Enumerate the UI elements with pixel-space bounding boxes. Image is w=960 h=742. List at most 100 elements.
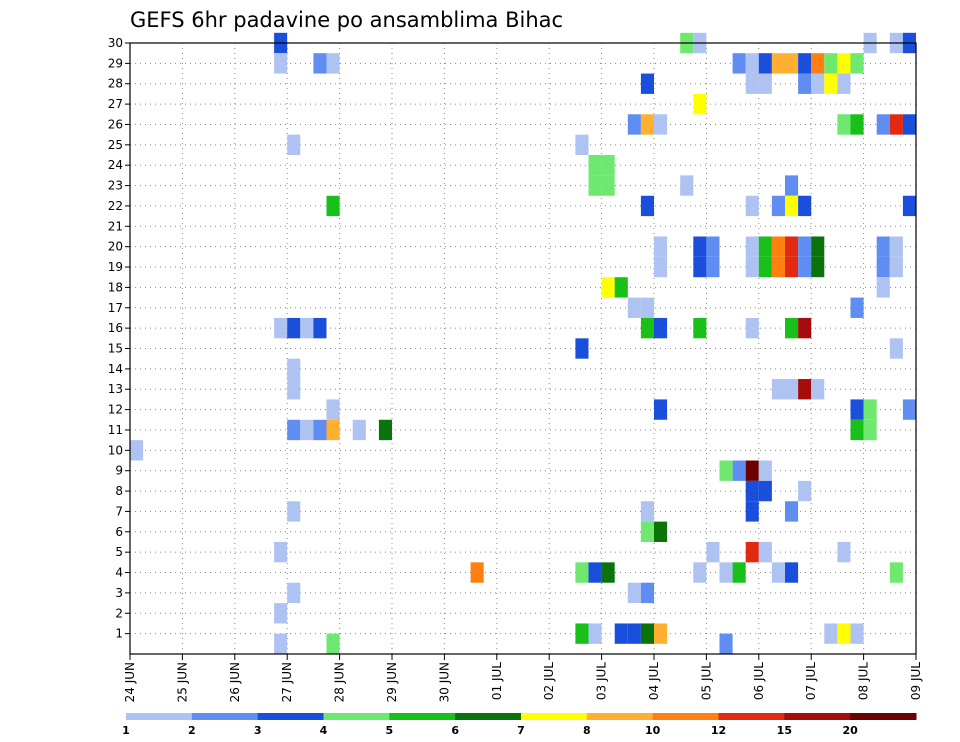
heatmap-cell bbox=[811, 73, 825, 94]
heatmap-cell bbox=[798, 379, 812, 400]
heatmap-cell bbox=[640, 582, 654, 604]
heatmap-cell bbox=[326, 399, 340, 420]
heatmap-cell bbox=[850, 399, 864, 420]
x-tick-label: 07 JUL bbox=[804, 662, 818, 700]
heatmap-cell bbox=[902, 195, 916, 217]
heatmap-cell bbox=[811, 379, 825, 400]
heatmap-cell bbox=[300, 317, 314, 339]
heatmap-cell bbox=[287, 134, 301, 156]
legend-swatch bbox=[850, 713, 917, 720]
heatmap-cell bbox=[837, 541, 851, 563]
y-tick-label: 1 bbox=[115, 627, 123, 641]
heatmap-cell bbox=[798, 195, 812, 217]
heatmap-cell bbox=[785, 236, 799, 257]
legend-swatch bbox=[323, 713, 390, 720]
heatmap-cell bbox=[785, 175, 799, 196]
y-tick-label: 20 bbox=[108, 240, 123, 254]
heatmap-cell bbox=[745, 541, 759, 563]
heatmap-cell bbox=[614, 277, 628, 298]
heatmap-cell bbox=[732, 53, 746, 74]
heatmap-cell bbox=[745, 256, 759, 278]
y-tick-label: 25 bbox=[108, 138, 123, 152]
heatmap-cell bbox=[693, 562, 707, 583]
x-tick-label: 06 JUL bbox=[752, 662, 766, 700]
heatmap-cell bbox=[719, 562, 733, 583]
x-tick-label: 26 JUN bbox=[228, 662, 242, 702]
y-tick-label: 18 bbox=[108, 280, 123, 294]
heatmap-cell bbox=[640, 114, 654, 135]
heatmap-cell bbox=[771, 53, 785, 74]
y-tick-label: 26 bbox=[108, 117, 123, 131]
y-tick-label: 2 bbox=[115, 606, 123, 620]
y-tick-label: 3 bbox=[115, 586, 123, 600]
heatmap-cell bbox=[837, 73, 851, 94]
y-axis-ticks: 1234567891011121314151617181920212223242… bbox=[108, 36, 130, 641]
heatmap-cell bbox=[785, 562, 799, 583]
heatmap-cell bbox=[758, 236, 772, 257]
heatmap-cell bbox=[654, 399, 668, 420]
heatmap-cell bbox=[889, 338, 903, 359]
heatmap-cell bbox=[785, 379, 799, 400]
heatmap-cell bbox=[863, 399, 877, 420]
legend-label: 6 bbox=[451, 724, 459, 737]
heatmap-cell bbox=[902, 399, 916, 420]
legend-swatch bbox=[257, 713, 324, 720]
heatmap-cell bbox=[313, 317, 327, 339]
x-tick-label: 30 JUN bbox=[437, 662, 451, 702]
heatmap-cell bbox=[732, 460, 746, 481]
heatmap-cell bbox=[745, 195, 759, 217]
legend-label: 10 bbox=[645, 724, 661, 737]
legend-swatch bbox=[191, 713, 259, 720]
heatmap-cell bbox=[824, 73, 838, 94]
heatmap-cell bbox=[654, 623, 668, 644]
heatmap-cell bbox=[640, 195, 654, 217]
heatmap-cell bbox=[693, 256, 707, 278]
heatmap-cell bbox=[785, 53, 799, 74]
heatmap-cell bbox=[824, 623, 838, 644]
legend-swatch bbox=[784, 713, 851, 720]
heatmap-cell bbox=[326, 53, 340, 74]
heatmap-cell bbox=[758, 460, 772, 481]
heatmap-cell bbox=[287, 419, 301, 441]
heatmap-cell bbox=[745, 501, 759, 522]
heatmap-cell bbox=[758, 256, 772, 278]
heatmap-cell bbox=[313, 419, 327, 441]
heatmap-cell bbox=[811, 236, 825, 257]
legend-swatch bbox=[455, 713, 522, 720]
legend-swatch bbox=[586, 713, 654, 720]
heatmap-cell bbox=[287, 501, 301, 522]
heatmap-cell bbox=[654, 521, 668, 542]
legend-label: 20 bbox=[843, 724, 859, 737]
y-tick-label: 28 bbox=[108, 77, 123, 91]
heatmap-cell bbox=[706, 541, 720, 563]
x-axis-ticks: 24 JUN 25 JUN 26 JUN 27 JUN 28 JUN 29 JUN 30 J… bbox=[123, 654, 923, 702]
x-tick-label: 05 JUL bbox=[699, 662, 713, 700]
heatmap-cell bbox=[313, 53, 327, 74]
y-tick-label: 27 bbox=[108, 97, 123, 111]
heatmap-cell bbox=[378, 419, 392, 441]
y-tick-label: 9 bbox=[115, 464, 123, 478]
heatmap-cell bbox=[627, 623, 641, 644]
heatmap-cell bbox=[274, 541, 288, 563]
heatmap-cell bbox=[352, 419, 366, 441]
heatmap-cell bbox=[575, 134, 589, 156]
heatmap-cell bbox=[850, 53, 864, 74]
x-tick-label: 29 JUN bbox=[385, 662, 399, 702]
heatmap-cell bbox=[758, 480, 772, 502]
heatmap-cell bbox=[876, 256, 890, 278]
heatmap-cell bbox=[654, 114, 668, 135]
heatmap-cell bbox=[876, 277, 890, 298]
y-tick-label: 23 bbox=[108, 179, 123, 193]
heatmap-cell bbox=[758, 53, 772, 74]
heatmap-cell bbox=[798, 236, 812, 257]
heatmap-cell bbox=[811, 256, 825, 278]
heatmap-cell bbox=[771, 195, 785, 217]
heatmap-cell bbox=[745, 460, 759, 481]
legend-label: 8 bbox=[583, 724, 591, 737]
y-tick-label: 22 bbox=[108, 199, 123, 213]
heatmap-cell bbox=[758, 541, 772, 563]
legend-label: 15 bbox=[777, 724, 792, 737]
heatmap-cell bbox=[837, 114, 851, 135]
heatmap-cell bbox=[274, 317, 288, 339]
heatmap-cell bbox=[758, 73, 772, 94]
